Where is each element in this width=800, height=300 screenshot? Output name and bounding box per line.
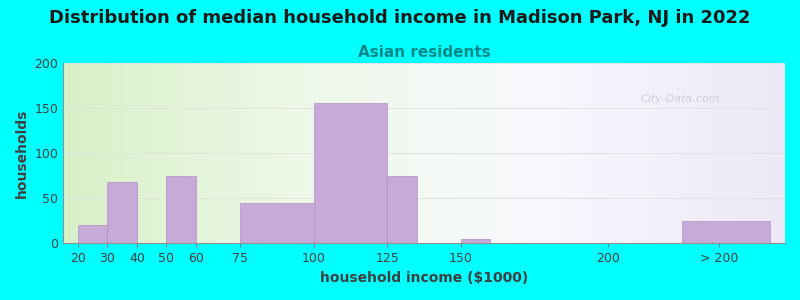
- X-axis label: household income ($1000): household income ($1000): [320, 271, 528, 285]
- Text: Distribution of median household income in Madison Park, NJ in 2022: Distribution of median household income …: [50, 9, 750, 27]
- Bar: [240, 203, 314, 243]
- Bar: [166, 176, 196, 243]
- Bar: [78, 225, 107, 243]
- Bar: [107, 182, 137, 243]
- Title: Asian residents: Asian residents: [358, 45, 490, 60]
- Bar: [314, 103, 387, 243]
- Y-axis label: households: households: [15, 108, 29, 198]
- Bar: [387, 176, 417, 243]
- Text: City-Data.com: City-Data.com: [641, 94, 720, 104]
- Bar: [461, 239, 490, 243]
- Bar: [682, 221, 770, 243]
